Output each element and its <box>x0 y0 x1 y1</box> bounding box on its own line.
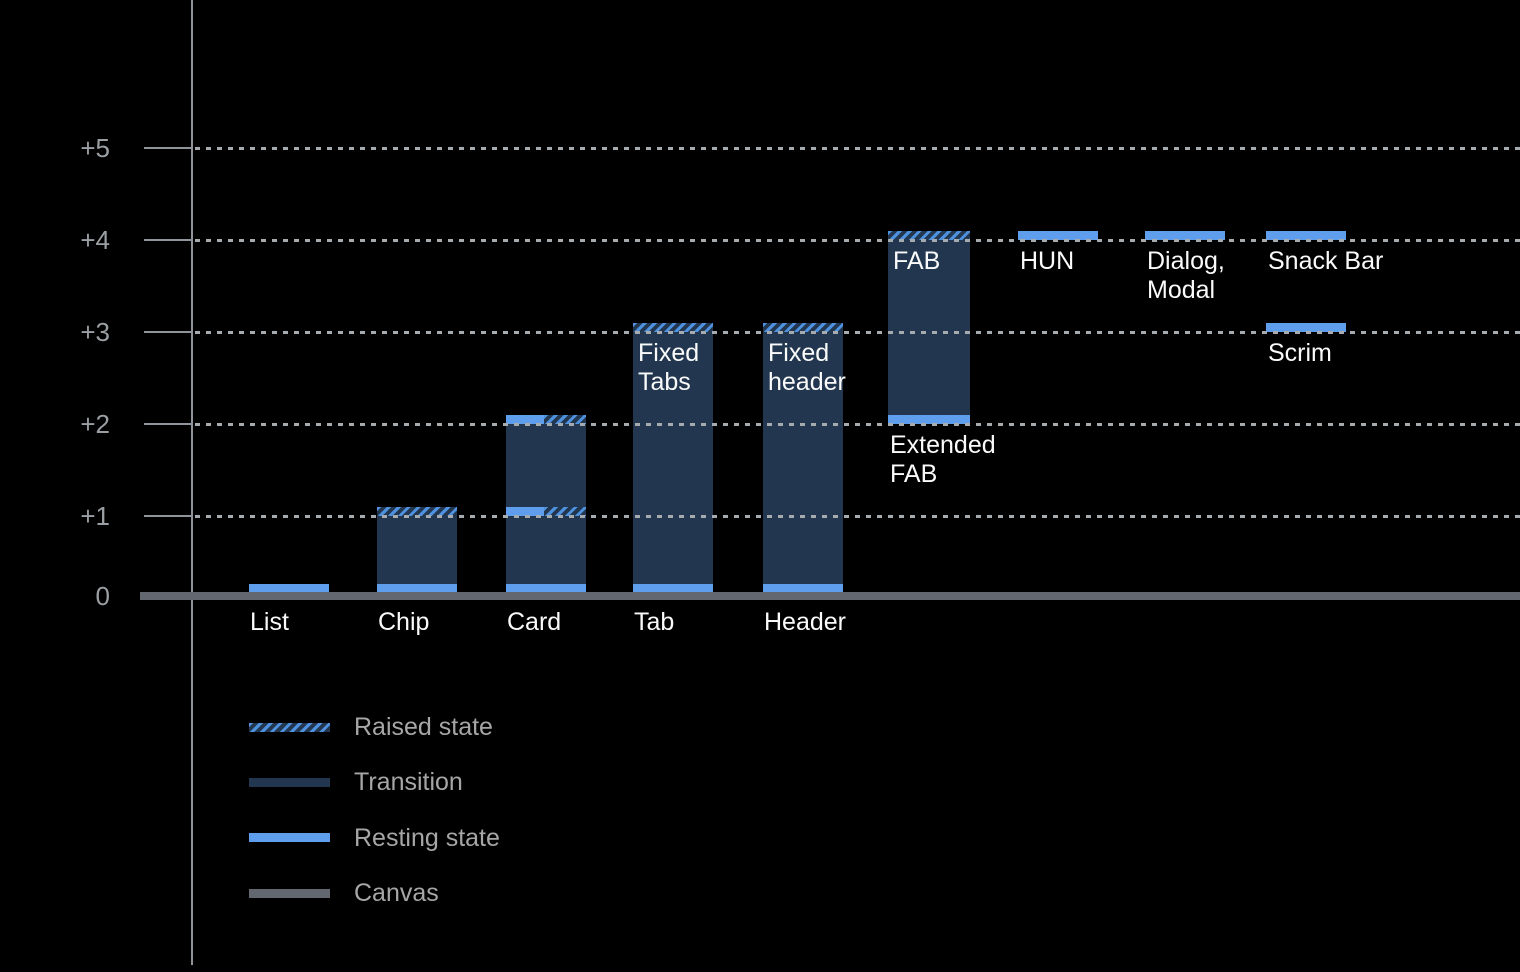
bar-segment-transition <box>506 424 586 507</box>
bar-segment-raised-part <box>543 506 586 516</box>
bar-segment-transition <box>888 240 970 415</box>
bar-label: Card <box>507 608 562 636</box>
bar-segment-raised <box>377 506 457 516</box>
bar-segment-resting <box>249 584 329 592</box>
y-tick <box>144 423 193 425</box>
bar-segment-mixed <box>506 506 586 516</box>
bar-segment-raised <box>763 322 843 332</box>
y-gridline <box>195 515 1520 518</box>
legend-swatch-resting <box>249 833 330 843</box>
y-tick <box>144 515 193 517</box>
bar-segment-transition <box>763 332 843 585</box>
bar-segment-resting <box>1266 230 1346 240</box>
bar-inner-label: FAB <box>893 247 941 275</box>
y-tick <box>144 239 193 241</box>
legend-swatch-raised <box>249 722 330 732</box>
y-gridline <box>195 239 1520 242</box>
bar-segment-transition <box>377 516 457 585</box>
bar-label: Scrim <box>1268 339 1332 367</box>
bar-label: Header <box>764 608 846 636</box>
bar-label: Chip <box>378 608 430 636</box>
bar-segment-resting <box>763 584 843 592</box>
bar-label: Dialog, Modal <box>1147 247 1225 304</box>
bar-segment-resting <box>1145 230 1225 240</box>
bar-segment-raised <box>633 322 713 332</box>
y-tick-label: 0 <box>95 581 110 611</box>
y-gridline <box>195 423 1520 426</box>
y-tick-label: +3 <box>80 317 110 347</box>
bar-segment-resting <box>633 584 713 592</box>
y-tick-label: +2 <box>80 409 110 439</box>
bar-segment-resting <box>506 584 586 592</box>
bar-segment-resting <box>888 414 970 424</box>
y-tick <box>144 331 193 333</box>
legend-label: Transition <box>354 768 463 797</box>
bar-segment-resting <box>1018 230 1098 240</box>
bar-inner-label: Fixed Tabs <box>638 339 700 396</box>
bar-inner-label: Fixed header <box>768 339 846 396</box>
y-axis-line <box>191 0 193 965</box>
y-tick-label: +4 <box>80 225 110 255</box>
bar-segment-resting-part <box>506 414 544 424</box>
bar-segment-transition <box>633 332 713 585</box>
bar-segment-resting-part <box>506 506 544 516</box>
y-tick <box>144 147 193 149</box>
bar-label: Tab <box>634 608 675 636</box>
bar-label: List <box>250 608 289 636</box>
bar-label: Extended FAB <box>890 431 996 488</box>
y-tick-label: +5 <box>80 133 110 163</box>
bar-label: HUN <box>1020 247 1075 275</box>
legend-swatch-canvas <box>249 888 330 898</box>
legend-label: Raised state <box>354 713 493 741</box>
bar-segment-raised-part <box>543 414 586 424</box>
legend-label: Canvas <box>354 879 439 908</box>
bar-segment-resting <box>377 584 457 592</box>
legend-swatch-transition <box>249 777 330 787</box>
y-gridline <box>195 331 1520 334</box>
bar-segment-raised <box>888 230 970 240</box>
bar-label: Snack Bar <box>1268 247 1384 275</box>
bar-segment-mixed <box>506 414 586 424</box>
canvas-baseline <box>140 592 1520 600</box>
legend-label: Resting state <box>354 823 500 852</box>
bar-segment-resting <box>1266 322 1346 332</box>
y-gridline <box>195 147 1520 150</box>
bar-segment-transition <box>506 516 586 585</box>
y-tick-label: +1 <box>80 501 110 531</box>
